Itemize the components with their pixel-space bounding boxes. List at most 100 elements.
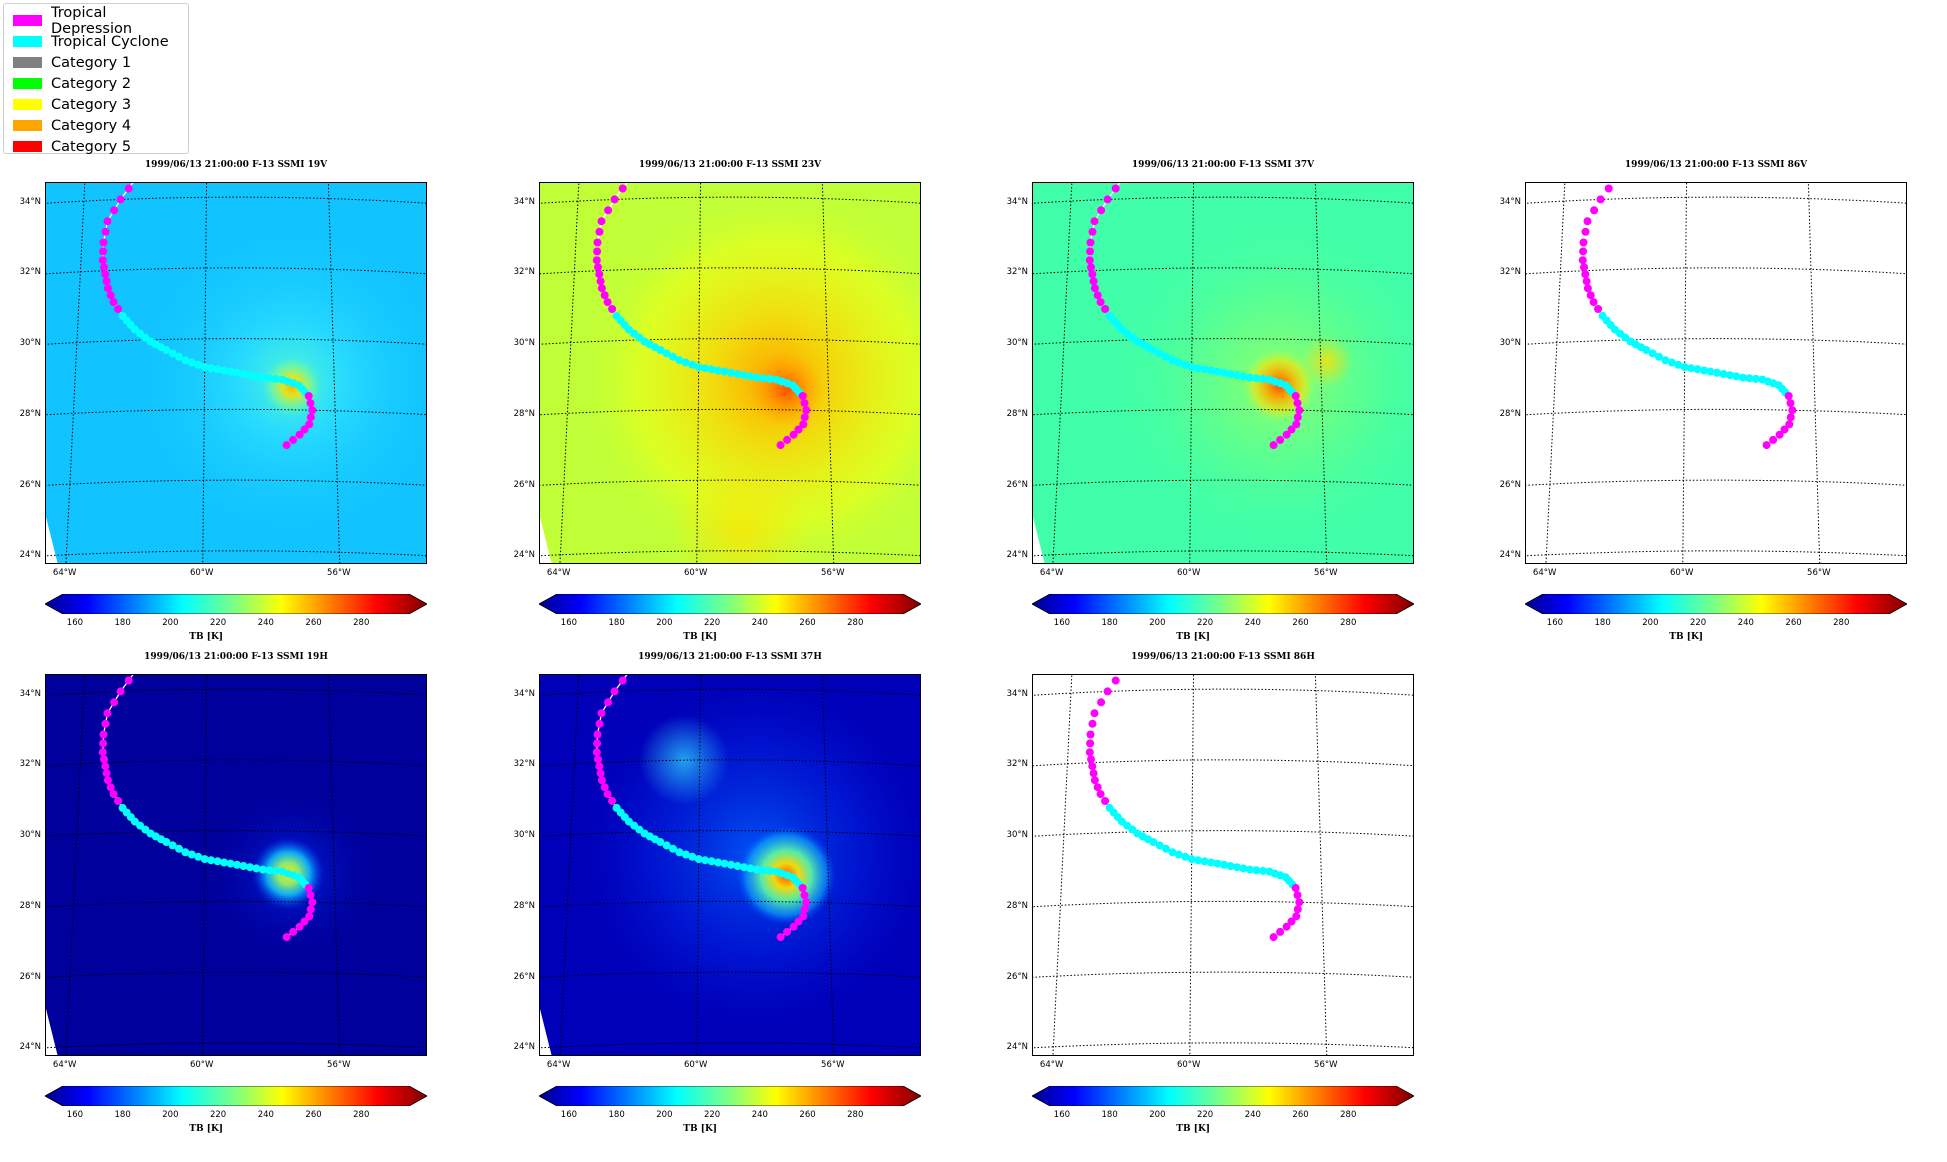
colorbar-tick-label: 180 <box>608 618 625 628</box>
track-point-tropical-cyclone <box>681 850 690 859</box>
track-point-tropical-cyclone <box>200 363 209 372</box>
track-point-tropical-cyclone <box>1187 855 1196 864</box>
track-point-tropical-cyclone <box>1155 349 1164 358</box>
swath-gap <box>540 517 552 563</box>
track-point-tropical-cyclone <box>1738 373 1747 382</box>
latitude-gridline <box>540 971 920 978</box>
track-point-tropical-cyclone <box>162 346 171 354</box>
colorbar-gradient <box>538 1085 922 1107</box>
longitude-label: 56°W <box>1314 1060 1338 1070</box>
track-point-tropical-depression <box>798 392 807 400</box>
legend-label: Category 1 <box>51 54 132 71</box>
latitude-gridline <box>1526 408 1906 416</box>
track-point-tropical-depression <box>109 790 118 799</box>
track-point-tropical-depression <box>1762 441 1771 450</box>
track-point-tropical-cyclone <box>1239 372 1248 381</box>
colorbar-gradient <box>44 593 428 615</box>
latitude-gridline <box>540 479 920 486</box>
panel-title: 1999/06/13 21:00:00 F-13 SSMI 23V <box>638 160 822 170</box>
longitude-gridline <box>1052 675 1073 1055</box>
track-point-tropical-depression <box>595 227 604 236</box>
colorbar-tick-label: 280 <box>353 1110 370 1120</box>
longitude-label: 60°W <box>1176 568 1201 578</box>
map-panel: 1999/06/13 21:00:00 F-13 SSMI 86V 34°N 32°… <box>1485 158 1925 668</box>
track-point-tropical-depression <box>1086 730 1095 739</box>
track-point-tropical-depression <box>110 698 119 707</box>
track-point-tropical-cyclone <box>246 863 254 872</box>
map-panel: 1999/06/13 21:00:00 F-13 SSMI 37H 34°N 32°… <box>499 650 939 1160</box>
latitude-label: 28°N <box>1006 900 1028 911</box>
track-point-tropical-depression <box>800 413 809 422</box>
track-point-tropical-cyclone <box>1719 370 1728 378</box>
track-point-tropical-depression <box>103 776 112 785</box>
track-point-tropical-depression <box>1788 406 1797 415</box>
latitude-label: 24°N <box>1499 550 1521 561</box>
track-point-tropical-depression <box>289 927 298 936</box>
colorbar-tick-label: 220 <box>1196 1110 1214 1120</box>
track-point-tropical-depression <box>1578 256 1587 265</box>
track-point-tropical-depression <box>1583 217 1592 226</box>
colorbar-tick-label: 220 <box>703 618 721 628</box>
colorbar-gradient <box>1031 593 1415 615</box>
latitude-gridline <box>46 830 426 837</box>
track-point-tropical-cyclone <box>1252 374 1261 383</box>
track-point-tropical-depression <box>1096 790 1105 799</box>
track-point-tropical-depression <box>106 291 115 300</box>
longitude-label: 64°W <box>546 1060 571 1070</box>
latitude-gridline <box>1033 971 1413 978</box>
track-point-tropical-cyclone <box>714 858 723 867</box>
track-point-tropical-cyclone <box>1732 372 1741 381</box>
colorbar-axis-label: TB [K] <box>1176 1124 1211 1134</box>
track-point-tropical-depression <box>595 719 604 728</box>
colorbar-axis-label: TB [K] <box>189 632 224 642</box>
colorbar-axis-label: TB [K] <box>683 632 718 642</box>
track-point-tropical-cyclone <box>220 366 229 375</box>
latitude-label: 30°N <box>19 830 41 841</box>
track-point-tropical-depression <box>1292 420 1301 429</box>
longitude-label: 56°W <box>327 1060 351 1070</box>
legend-swatch <box>13 99 42 110</box>
latitude-label: 24°N <box>19 550 41 561</box>
track-point-tropical-depression <box>1088 227 1097 236</box>
longitude-label: 64°W <box>1532 568 1557 578</box>
colorbar-tick-label: 240 <box>1244 618 1261 628</box>
latitude-label: 30°N <box>513 338 535 349</box>
track-point-tropical-cyclone <box>1194 364 1203 373</box>
track-point-tropical-cyclone <box>759 866 768 875</box>
track-point-tropical-depression <box>304 884 313 892</box>
track-point-tropical-depression <box>295 430 304 439</box>
colorbar-tick-label: 240 <box>751 1110 768 1120</box>
track-point-tropical-cyclone <box>239 862 248 870</box>
panel-title: 1999/06/13 21:00:00 F-13 SSMI 86H <box>1131 652 1315 662</box>
track-point-tropical-cyclone <box>707 365 716 374</box>
colorbar-tick-label: 180 <box>1101 618 1118 628</box>
track-point-tropical-cyclone <box>207 856 216 865</box>
colorbar-tick-label: 260 <box>305 1110 322 1120</box>
track-point-tropical-depression <box>610 195 619 204</box>
track-point-tropical-depression <box>98 748 107 757</box>
colorbar-tick-label: 160 <box>1053 1110 1071 1120</box>
colorbar-gradient <box>538 593 922 615</box>
track-point-tropical-depression <box>618 676 627 685</box>
track-point-tropical-depression <box>103 284 112 293</box>
legend-swatch <box>13 36 42 47</box>
colorbar-axis-label: TB [K] <box>1176 632 1211 642</box>
track-point-tropical-depression <box>1097 206 1106 215</box>
latitude-label: 32°N <box>513 267 535 278</box>
track-point-tropical-cyclone <box>1674 360 1683 369</box>
map-canvas <box>46 675 426 1055</box>
track-point-tropical-depression <box>789 430 798 439</box>
track-point-tropical-cyclone <box>662 349 671 358</box>
track-point-tropical-cyclone <box>1213 367 1222 376</box>
legend-item: Category 2 <box>13 73 188 94</box>
track-point-tropical-cyclone <box>1200 857 1209 866</box>
latitude-gridline <box>1033 900 1413 908</box>
longitude-label: 64°W <box>546 568 571 578</box>
track-point-tropical-depression <box>1785 420 1794 429</box>
track-point-tropical-depression <box>1583 284 1592 293</box>
track-point-tropical-depression <box>597 217 606 226</box>
map-canvas <box>1033 183 1413 563</box>
latitude-label: 26°N <box>19 479 41 490</box>
latitude-label: 28°N <box>19 900 41 911</box>
map-panel: 1999/06/13 21:00:00 F-13 SSMI 19V 34°N 32°… <box>5 158 445 668</box>
